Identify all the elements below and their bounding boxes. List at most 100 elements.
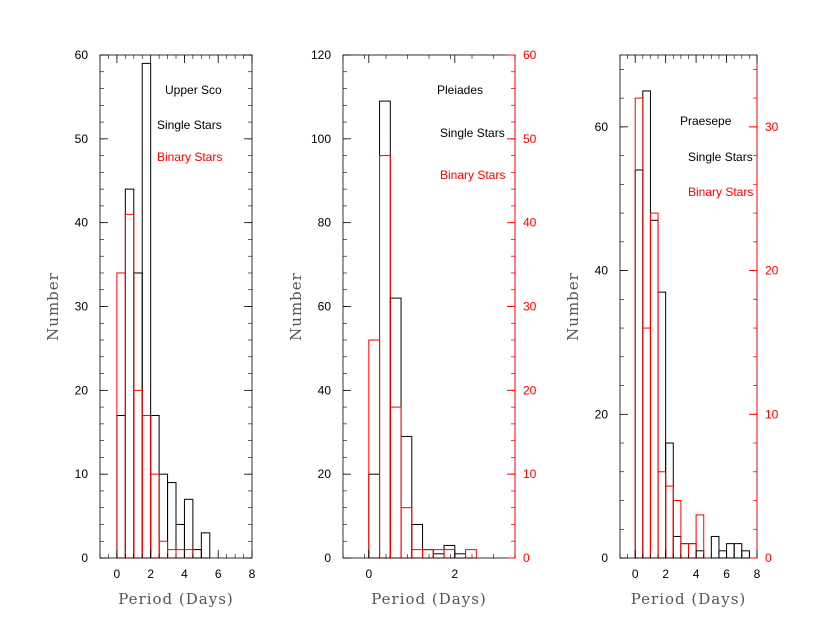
y2-tick-label: 10 (765, 407, 779, 421)
histogram-bar (150, 473, 160, 559)
histogram-bar (158, 540, 169, 559)
histogram-bar (400, 435, 413, 559)
y2-tick-label: 0 (765, 551, 772, 565)
histogram-bar (741, 550, 750, 559)
y-axis-label: Number (287, 272, 305, 341)
histogram-bar (368, 473, 381, 559)
histogram-bar (124, 188, 135, 559)
histogram-bar (665, 485, 674, 559)
histogram-bar (642, 327, 651, 559)
y2-tick-label: 30 (523, 300, 537, 314)
histogram-bar (400, 507, 413, 559)
x-tick-label: 2 (147, 567, 154, 581)
histogram-bar (710, 535, 720, 559)
x-tick-label: 4 (693, 567, 700, 581)
x-tick-label: 0 (632, 567, 639, 581)
binary-stars-label: Binary Stars (440, 168, 505, 182)
histogram-bar (657, 291, 667, 559)
y-tick-label: 50 (75, 132, 89, 146)
histogram-bar (200, 532, 211, 559)
y2-tick-label: 40 (523, 216, 537, 230)
histogram-bar (389, 406, 402, 559)
histogram-bar (368, 339, 381, 559)
single-stars-label: Single Stars (440, 126, 505, 140)
histogram-bar (379, 100, 391, 559)
histogram-bar (141, 62, 152, 559)
histogram-bar (422, 549, 434, 559)
histogram-bar (465, 549, 477, 559)
y-tick-label: 0 (81, 551, 88, 565)
histogram-bar (183, 549, 194, 559)
y-tick-label: 20 (318, 467, 332, 481)
series-binary (368, 155, 477, 559)
plot-frame (619, 54, 758, 559)
panel-1: 0 2 4 6 8 0 10 20 30 40 50 60 Period (Days) Number Upp… (44, 48, 256, 608)
histogram-bar (649, 212, 659, 559)
x-tick-label: 6 (723, 567, 730, 581)
series-single (116, 62, 211, 559)
histogram-bar (167, 482, 177, 559)
y-tick-label: 100 (311, 132, 331, 146)
y-tick-label: 80 (318, 216, 332, 230)
histogram-bar (175, 523, 185, 559)
x-tick-label: 0 (114, 567, 121, 581)
histogram-bar (695, 514, 705, 559)
y-tick-label: 0 (601, 551, 608, 565)
cluster-name-label: Praesepe (680, 114, 732, 128)
histogram-bar (411, 523, 424, 559)
x-tick-label: 2 (662, 567, 669, 581)
y-tick-label: 30 (75, 300, 89, 314)
series-binary (634, 97, 705, 559)
cluster-name-label: Pleiades (437, 83, 483, 97)
y-axis-label: Number (564, 272, 582, 341)
x-tick-label: 0 (365, 567, 372, 581)
series-binary (116, 213, 194, 559)
histogram-bar (665, 442, 674, 559)
x-axis-label: Period (Days) (118, 590, 234, 608)
histogram-bar (389, 297, 402, 559)
binary-stars-label: Binary Stars (688, 185, 753, 199)
histogram-bar (672, 535, 682, 559)
histogram-bar (634, 97, 644, 559)
histogram-bar (141, 414, 152, 559)
y-tick-label: 60 (595, 120, 609, 134)
binary-stars-label: Binary Stars (157, 150, 222, 164)
y2-tick-label: 20 (523, 383, 537, 397)
histogram-bar (192, 549, 202, 559)
y2-tick-label: 10 (523, 467, 537, 481)
histogram-bar (680, 543, 690, 559)
histogram-bar (422, 549, 434, 559)
y-tick-label: 40 (318, 383, 332, 397)
histogram-bar (718, 550, 728, 559)
histogram-bar (150, 414, 160, 559)
y-tick-label: 40 (75, 216, 89, 230)
y-tick-label: 10 (75, 467, 89, 481)
histogram-bar (649, 219, 659, 559)
y-tick-label: 40 (595, 264, 609, 278)
cluster-name-label: Upper Sco (165, 83, 222, 97)
single-stars-label: Single Stars (688, 150, 753, 164)
histogram-bar (116, 414, 126, 559)
y2-tick-label: 0 (523, 551, 530, 565)
y2-tick-label: 60 (523, 48, 537, 62)
histogram-bar (634, 169, 644, 559)
histogram-bar (158, 473, 169, 559)
histogram-bar (454, 553, 467, 559)
histogram-bar (695, 550, 705, 559)
histogram-bar (657, 471, 667, 559)
histogram-bar (733, 543, 743, 559)
y-tick-label: 60 (318, 300, 332, 314)
histogram-bar (680, 543, 690, 559)
y2-tick-label: 30 (765, 120, 779, 134)
y-tick-label: 0 (324, 551, 331, 565)
y2-tick-label: 20 (765, 264, 779, 278)
y-tick-label: 60 (75, 48, 89, 62)
histogram-bar (167, 549, 177, 559)
histogram-bar (642, 90, 651, 559)
histogram-bar (726, 543, 735, 559)
single-stars-label: Single Stars (157, 118, 222, 132)
histogram-bar (672, 500, 682, 559)
